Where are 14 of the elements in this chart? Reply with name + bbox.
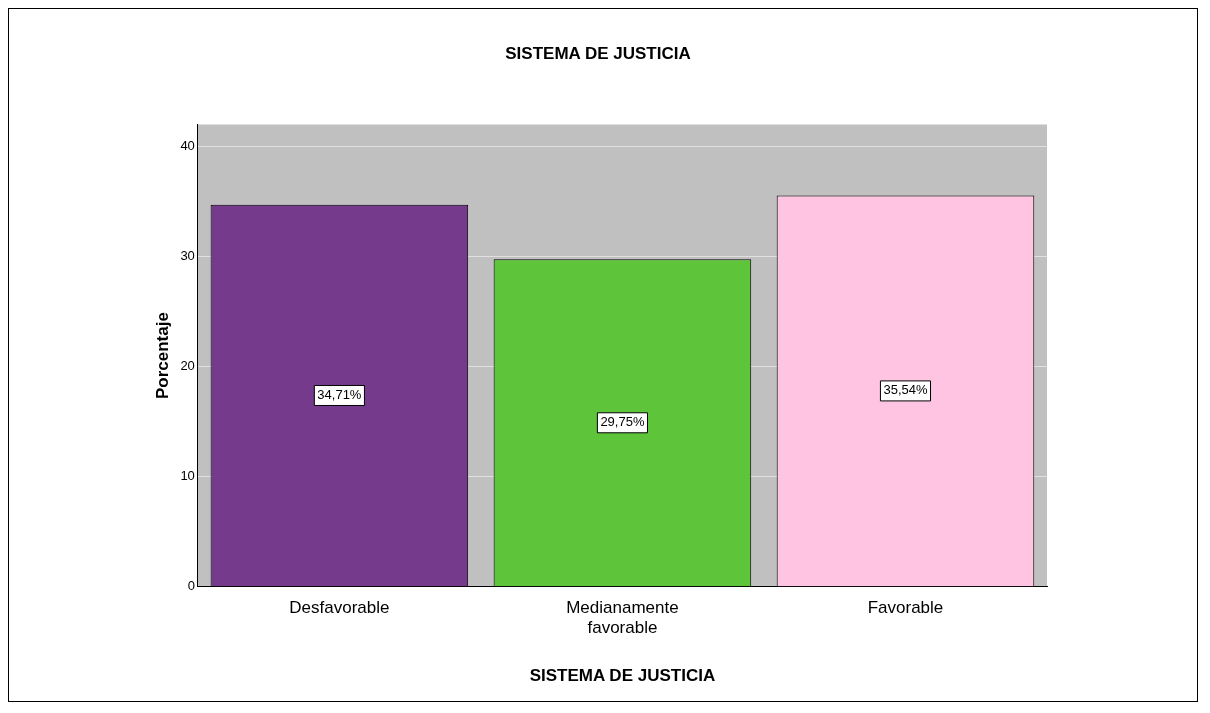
- x-tick-label: Medianamente favorable: [566, 597, 679, 638]
- data-label: 35,54%: [883, 382, 928, 398]
- chart-title: SISTEMA DE JUSTICIA: [505, 43, 691, 63]
- y-tick-label: 0: [187, 578, 195, 594]
- y-tick-label: 20: [180, 358, 195, 374]
- data-label: 34,71%: [317, 387, 362, 403]
- y-tick-label: 30: [180, 248, 195, 264]
- data-label: 29,75%: [600, 414, 645, 430]
- x-tick-label: Favorable: [867, 597, 944, 617]
- y-tick-label: 40: [180, 138, 195, 153]
- y-axis-title: Porcentaje: [152, 312, 172, 400]
- y-tick-label: 10: [180, 468, 195, 484]
- x-tick-label: Desfavorable: [289, 597, 390, 617]
- x-axis-title: SISTEMA DE JUSTICIA: [529, 666, 716, 686]
